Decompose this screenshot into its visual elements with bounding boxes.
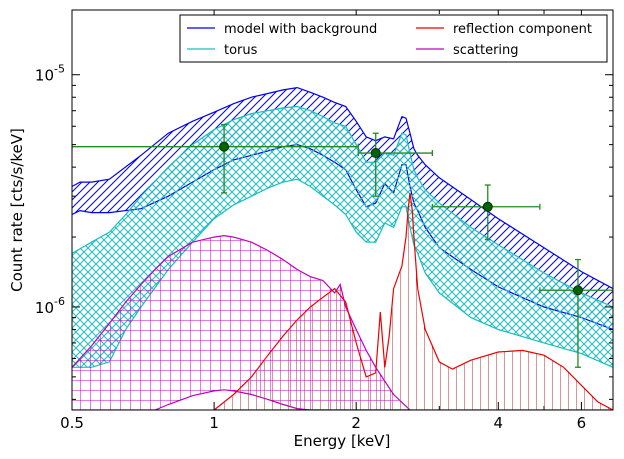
axes: 0.5 1 2 4 6 10-6 10-5	[35, 10, 614, 432]
band-upper-reflection-component	[213, 192, 613, 410]
legend-box	[179, 14, 608, 63]
band-layer	[72, 86, 613, 410]
x-tick-label: 2	[351, 414, 361, 432]
legend: model with background reflection compone…	[179, 14, 608, 63]
plot-frame	[71, 9, 614, 411]
x-tick-label: 1	[209, 414, 219, 432]
x-tick-label: 4	[494, 414, 504, 432]
data-point-3	[431, 184, 541, 241]
band-fill-reflection-component	[214, 192, 613, 410]
legend-label-reflection: reflection component	[453, 22, 592, 37]
band-upper-model-with-background	[72, 86, 613, 290]
y-tick-exponent: -5	[54, 63, 65, 76]
legend-label-scattering: scattering	[453, 43, 519, 58]
x-tick-label: 6	[577, 414, 587, 432]
data-marker	[370, 148, 381, 159]
band-upper-scattering	[72, 234, 411, 410]
band-upper-torus	[72, 105, 613, 308]
y-tick-label: 10-5	[35, 63, 65, 85]
data-marker	[219, 141, 230, 152]
data-point-layer	[72, 123, 613, 368]
y-tick-exponent: -6	[54, 295, 65, 308]
y-tick-label: 10-6	[35, 295, 65, 317]
series-reflection-component	[213, 192, 613, 410]
legend-label-model: model with background	[224, 22, 377, 37]
band-fill-torus	[72, 106, 613, 368]
data-marker	[482, 201, 493, 212]
data-point-4	[539, 258, 613, 368]
data-point-2	[357, 132, 434, 197]
y-axis-label: Count rate [cts/s/keV]	[8, 128, 26, 292]
x-tick-label: 0.5	[60, 414, 84, 432]
data-point-1	[72, 123, 359, 194]
data-marker	[572, 285, 583, 296]
x-axis-label: Energy [keV]	[294, 432, 391, 450]
legend-label-torus: torus	[224, 43, 258, 58]
